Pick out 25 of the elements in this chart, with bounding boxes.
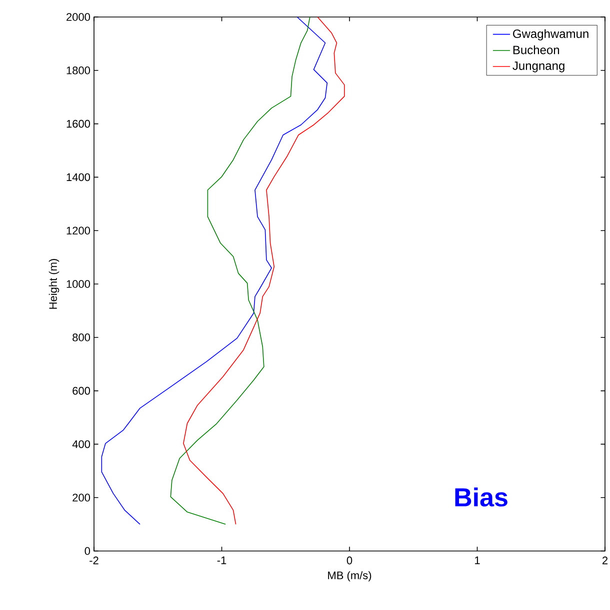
y-tick-label: 400 xyxy=(72,440,90,448)
annotation: Bias xyxy=(455,487,508,507)
y-tick-label: 1600 xyxy=(66,120,90,128)
line-series xyxy=(183,16,345,525)
x-tick-label: 0 xyxy=(346,556,352,564)
y-tick-label: 200 xyxy=(72,494,90,502)
y-tick-label: 1200 xyxy=(66,226,90,234)
y-axis-title: Height (m) xyxy=(48,259,60,309)
y-tick-label: 0 xyxy=(84,547,90,555)
y-tick-label: 1400 xyxy=(66,173,90,182)
x-tick-label: 1 xyxy=(475,556,480,564)
y-tick-label: 1000 xyxy=(66,280,90,288)
x-axis-title: MB (m/s) xyxy=(328,571,372,582)
y-tick-label: 1800 xyxy=(66,66,90,74)
x-tick-label: -1 xyxy=(217,556,226,564)
y-tick-label: 600 xyxy=(72,386,90,395)
legend-label: Gwaghwamun xyxy=(513,29,588,40)
legend-label: Jungnang xyxy=(512,62,564,72)
x-tick-label: -2 xyxy=(90,556,98,564)
line-series xyxy=(101,16,328,525)
legend-label: Bucheon xyxy=(513,45,560,54)
x-tick-label: 2 xyxy=(602,556,608,564)
y-tick-label: 800 xyxy=(72,334,90,342)
y-tick-label: 2000 xyxy=(66,13,90,21)
line-series xyxy=(170,16,310,525)
